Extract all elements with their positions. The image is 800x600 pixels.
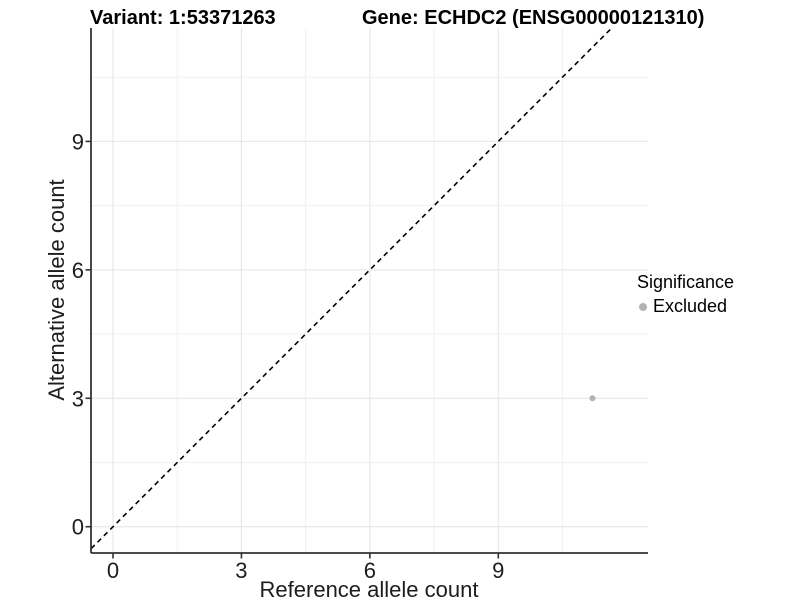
x-axis-title: Reference allele count [259, 577, 479, 600]
legend-title: Significance [637, 272, 735, 292]
x-tick-label: 0 [107, 558, 119, 583]
gene-title: Gene: ECHDC2 (ENSG00000121310) [362, 7, 705, 29]
y-tick-label: 3 [72, 386, 84, 411]
y-axis-title: Alternative allele count [44, 179, 69, 401]
identity-dashed-line [90, 27, 613, 550]
x-tick-label: 6 [364, 558, 376, 583]
y-tick-label: 9 [72, 129, 84, 154]
legend-item-excluded: Excluded [637, 296, 734, 317]
y-tick-label: 0 [72, 515, 84, 540]
x-tick-label: 3 [235, 558, 247, 583]
y-tick-label: 6 [72, 258, 84, 283]
data-point-excluded [589, 395, 596, 402]
excluded-marker-icon [639, 302, 647, 311]
variant-title: Variant: 1:53371263 [90, 7, 276, 29]
legend: Significance Excluded [637, 272, 734, 317]
x-tick-label: 9 [492, 558, 504, 583]
legend-item-label: Excluded [653, 296, 728, 316]
